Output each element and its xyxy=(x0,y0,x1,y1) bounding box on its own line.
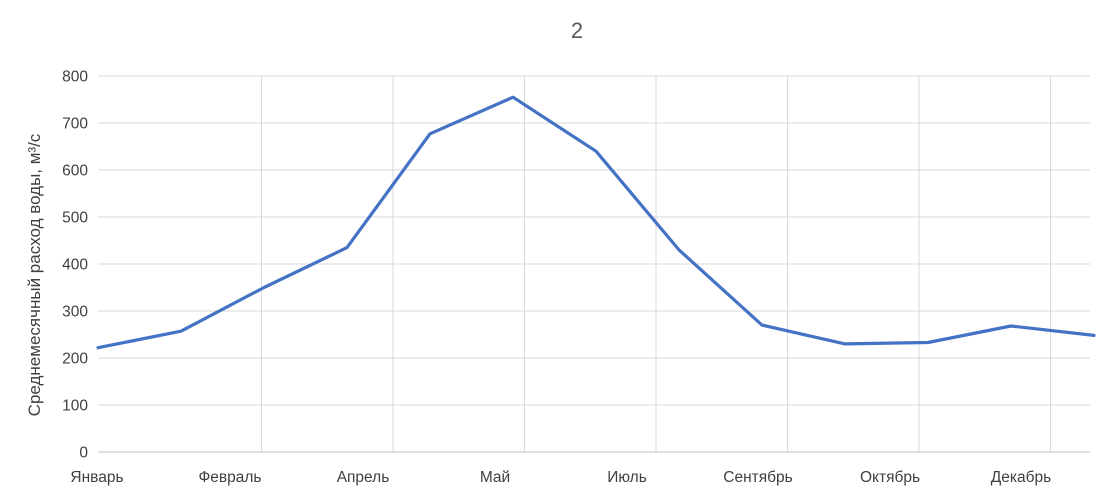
y-tick-label: 600 xyxy=(62,163,88,180)
y-tick-label: 500 xyxy=(62,210,88,227)
chart-title: 2 xyxy=(571,18,583,43)
y-tick-label: 200 xyxy=(62,351,88,368)
x-tick-label: Декабрь xyxy=(991,469,1051,486)
x-tick-label: Июль xyxy=(607,469,647,486)
x-tick-label: Сентябрь xyxy=(723,469,792,486)
x-tick-label: Май xyxy=(480,469,510,486)
gridlines xyxy=(98,75,1090,452)
y-tick-label: 800 xyxy=(62,69,88,86)
series-line xyxy=(96,95,1096,350)
y-axis-title: Среднемесячный расход воды, м³/с xyxy=(25,133,44,416)
x-tick-label: Февраль xyxy=(199,469,262,486)
x-tick-label: Октябрь xyxy=(860,469,920,486)
x-tick-label: Апрель xyxy=(337,469,390,486)
y-tick-label: 400 xyxy=(62,257,88,274)
tick-labels: 0 100 200 300 400 500 600 700 800 Январь Февраль Ап… xyxy=(62,69,1051,487)
y-tick-label: 700 xyxy=(62,116,88,133)
y-tick-label: 100 xyxy=(62,398,88,415)
series-layer xyxy=(96,95,1096,350)
x-tick-label: Январь xyxy=(70,469,123,486)
y-tick-label: 0 xyxy=(79,445,88,462)
y-tick-label: 300 xyxy=(62,304,88,321)
